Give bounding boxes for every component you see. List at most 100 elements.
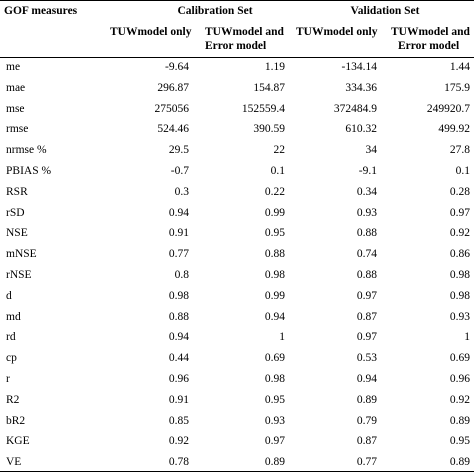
value-c2: 0.1 [270, 165, 285, 177]
value-v2: 0.93 [449, 311, 470, 323]
header-val-tuw-only: TUWmodel only [296, 26, 378, 38]
value-v2: 0.95 [449, 435, 470, 447]
value-c2: 0.22 [264, 186, 285, 198]
measure-name: d [6, 290, 12, 302]
value-c1: 0.3 [174, 186, 189, 198]
header-cal-tuw-error-line1: TUWmodel and [205, 26, 284, 38]
value-c1: 0.98 [168, 290, 189, 302]
measure-name: mae [6, 82, 26, 94]
value-c2: 154.87 [253, 82, 285, 94]
measure-name: mse [6, 103, 25, 115]
value-c1: 296.87 [157, 82, 189, 94]
value-v1: 0.77 [356, 456, 377, 468]
value-v2: 0.28 [449, 186, 470, 198]
measure-name: PBIAS % [6, 165, 52, 177]
value-v1: 0.89 [356, 394, 377, 406]
value-v1: 0.74 [356, 248, 377, 260]
value-v2: 27.8 [449, 144, 470, 156]
value-v1: -9.1 [358, 165, 377, 177]
value-v2: 0.89 [449, 456, 470, 468]
value-v2: 1.44 [449, 61, 470, 73]
value-c2: 0.69 [264, 352, 285, 364]
measure-name: rmse [6, 123, 29, 135]
value-v2: 499.92 [438, 123, 470, 135]
value-c2: 0.88 [264, 248, 285, 260]
value-v1: 0.94 [356, 373, 377, 385]
value-v1: 0.34 [356, 186, 377, 198]
value-c2: 0.89 [264, 456, 285, 468]
header-calibration-set: Calibration Set [177, 5, 253, 17]
value-c2: 22 [273, 144, 286, 156]
value-v1: 0.88 [356, 269, 377, 281]
measure-name: md [6, 311, 21, 323]
value-c2: 0.99 [264, 207, 285, 219]
value-c1: 0.91 [168, 227, 189, 239]
value-v2: 0.92 [449, 394, 470, 406]
header-val-tuw-error-line2: Error model [398, 40, 460, 52]
value-c1: 524.46 [157, 123, 189, 135]
header-gof-measures: GOF measures [4, 5, 78, 17]
measure-name: mNSE [6, 248, 37, 260]
measure-name: me [6, 61, 21, 73]
value-v1: 0.87 [356, 435, 377, 447]
measure-name: NSE [6, 227, 28, 239]
measure-name: RSR [6, 186, 28, 198]
value-c1: 0.85 [168, 415, 189, 427]
value-c2: 390.59 [253, 123, 285, 135]
value-v1: 0.53 [356, 352, 377, 364]
value-v2: 0.89 [449, 415, 470, 427]
value-c2: 0.98 [264, 373, 285, 385]
value-v2: 175.9 [444, 82, 470, 94]
value-c1: 0.8 [174, 269, 189, 281]
value-c2: 0.93 [264, 415, 285, 427]
measure-name: rSD [6, 207, 25, 219]
value-v1: 0.97 [356, 290, 377, 302]
value-v2: 0.86 [449, 248, 470, 260]
measure-name: KGE [6, 435, 30, 447]
value-v2: 249920.7 [426, 103, 470, 115]
table-top-rule [0, 0, 474, 1]
table-bottom-rule [0, 471, 474, 472]
measure-name: VE [6, 456, 22, 468]
value-c1: 0.91 [168, 394, 189, 406]
value-c1: 0.92 [168, 435, 189, 447]
measure-name: rNSE [6, 269, 32, 281]
value-c1: 0.78 [168, 456, 189, 468]
value-v2: 0.98 [449, 269, 470, 281]
value-v2: 0.92 [449, 227, 470, 239]
value-c1: 0.88 [168, 311, 189, 323]
value-v1: 0.93 [356, 207, 377, 219]
value-v1: 0.87 [356, 311, 377, 323]
header-bottom-rule [0, 57, 474, 58]
value-c1: 0.94 [168, 331, 189, 343]
value-v1: 34 [365, 144, 378, 156]
value-v1: 334.36 [345, 82, 377, 94]
value-v1: 372484.9 [333, 103, 377, 115]
value-c1: 275056 [154, 103, 190, 115]
value-c2: 0.94 [264, 311, 285, 323]
value-v2: 0.98 [449, 290, 470, 302]
value-c2: 0.95 [264, 227, 285, 239]
value-c1: 29.5 [168, 144, 189, 156]
value-v1: -134.14 [341, 61, 377, 73]
measure-name: nrmse % [6, 144, 47, 156]
value-v2: 1 [464, 331, 470, 343]
value-c1: 0.77 [168, 248, 189, 260]
value-c2: 0.95 [264, 394, 285, 406]
measure-name: bR2 [6, 415, 26, 427]
value-c1: 0.96 [168, 373, 189, 385]
value-v1: 0.79 [356, 415, 377, 427]
value-v2: 0.97 [449, 207, 470, 219]
measure-name: rd [6, 331, 16, 343]
measure-name: r [6, 373, 10, 385]
value-c2: 1.19 [264, 61, 285, 73]
value-v1: 0.97 [356, 331, 377, 343]
value-c1: 0.94 [168, 207, 189, 219]
value-v1: 0.88 [356, 227, 377, 239]
value-c2: 152559.4 [241, 103, 285, 115]
value-v2: 0.69 [449, 352, 470, 364]
header-cal-tuw-error-line2: Error model [205, 40, 267, 52]
header-val-tuw-error-line1: TUWmodel and [391, 26, 470, 38]
value-c2: 1 [279, 331, 285, 343]
